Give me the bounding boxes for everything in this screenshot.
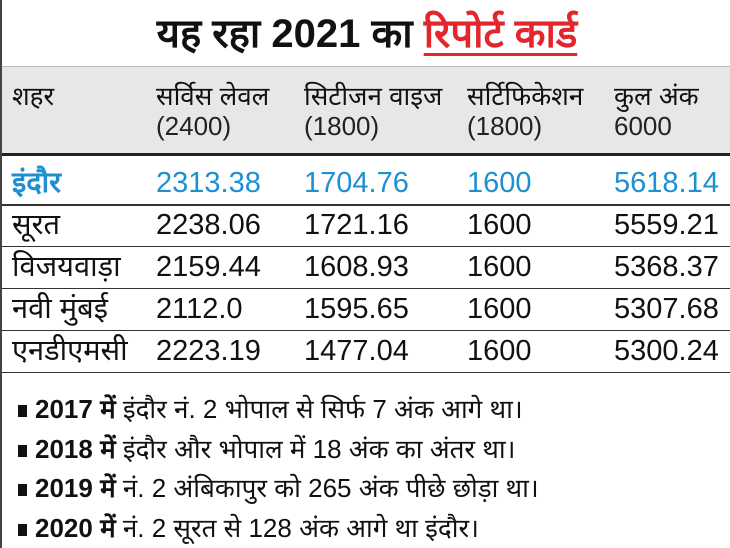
note-item: 2018 में इंदौर और भोपाल में 18 अंक का अं… xyxy=(18,430,539,470)
notes-list: 2017 में इंदौर नं. 2 भोपाल से सिर्फ 7 अं… xyxy=(18,390,539,548)
table-row: नवी मुंबई 2112.0 1595.65 1600 5307.68 xyxy=(2,288,730,331)
header-max: (1800) xyxy=(304,111,380,141)
table-row: एनडीएमसी 2223.19 1477.04 1600 5300.24 xyxy=(2,330,730,373)
cell-city: विजयवाड़ा xyxy=(12,251,121,283)
header-citizen-voice: सिटीजन वाइज (1800) xyxy=(304,81,442,141)
cell-city: नवी मुंबई xyxy=(12,293,108,325)
note-lead: 2017 में xyxy=(35,394,116,424)
table-row: इंदौर 2313.38 1704.76 1600 5618.14 xyxy=(2,162,730,206)
header-label: कुल अंक xyxy=(614,81,699,111)
note-text: नं. 2 अंबिकापुर को 265 अंक पीछे छोड़ा था… xyxy=(122,473,539,503)
note-text: नं. 2 सूरत से 128 अंक आगे था इंदौर। xyxy=(122,512,479,543)
cell-citizen-voice: 1477.04 xyxy=(304,335,409,367)
cell-citizen-voice: 1704.76 xyxy=(304,167,409,199)
page-title: यह रहा 2021 का रिपोर्ट कार्ड xyxy=(2,6,730,62)
cell-citizen-voice: 1608.93 xyxy=(304,251,409,283)
note-item: 2019 में नं. 2 अंबिकापुर को 265 अंक पीछे… xyxy=(18,469,539,509)
cell-service-level: 2223.19 xyxy=(156,335,261,367)
header-total: कुल अंक 6000 xyxy=(614,81,699,141)
cell-total: 5368.37 xyxy=(614,251,719,283)
header-max: (2400) xyxy=(156,111,232,141)
header-label: सर्टिफिकेशन xyxy=(467,81,584,111)
header-max: 6000 xyxy=(614,111,672,141)
cell-service-level: 2112.0 xyxy=(156,293,243,325)
header-certification: सर्टिफिकेशन (1800) xyxy=(467,81,583,141)
note-text: इंदौर नं. 2 भोपाल से सिर्फ 7 अंक आगे था। xyxy=(122,394,523,424)
note-lead: 2019 में xyxy=(35,473,116,503)
header-max: (1800) xyxy=(467,111,543,141)
cell-citizen-voice: 1721.16 xyxy=(304,209,409,241)
title-highlight: रिपोर्ट कार्ड xyxy=(423,12,578,56)
cell-service-level: 2238.06 xyxy=(156,209,261,241)
bullet-icon xyxy=(18,405,27,418)
bullet-icon xyxy=(18,484,27,497)
cell-certification: 1600 xyxy=(467,167,532,199)
note-lead: 2018 में xyxy=(35,433,116,464)
cell-service-level: 2159.44 xyxy=(156,251,261,283)
table-row: विजयवाड़ा 2159.44 1608.93 1600 5368.37 xyxy=(2,246,730,289)
cell-city: इंदौर xyxy=(12,167,62,199)
note-lead: 2020 में xyxy=(35,512,116,543)
table-header: शहर सर्विस लेवल (2400) सिटीजन वाइज (1800) … xyxy=(2,66,730,156)
bullet-icon xyxy=(18,444,27,457)
note-item: 2017 में इंदौर नं. 2 भोपाल से सिर्फ 7 अं… xyxy=(18,390,539,430)
cell-total: 5307.68 xyxy=(614,293,719,325)
cell-service-level: 2313.38 xyxy=(156,167,261,199)
cell-certification: 1600 xyxy=(467,335,532,367)
title-prefix: यह रहा 2021 का xyxy=(156,12,413,56)
note-item: 2020 में नं. 2 सूरत से 128 अंक आगे था इं… xyxy=(18,509,539,548)
cell-total: 5618.14 xyxy=(614,167,719,199)
header-city: शहर xyxy=(12,81,54,111)
cell-city: सूरत xyxy=(12,209,60,241)
cell-city: एनडीएमसी xyxy=(12,335,128,367)
cell-total: 5559.21 xyxy=(614,209,719,241)
header-label: सिटीजन वाइज xyxy=(304,81,443,111)
note-text: इंदौर और भोपाल में 18 अंक का अंतर था। xyxy=(122,433,516,464)
cell-certification: 1600 xyxy=(467,209,532,241)
cell-citizen-voice: 1595.65 xyxy=(304,293,409,325)
table-row: सूरत 2238.06 1721.16 1600 5559.21 xyxy=(2,204,730,247)
cell-certification: 1600 xyxy=(467,293,532,325)
bullet-icon xyxy=(18,523,27,536)
cell-certification: 1600 xyxy=(467,251,532,283)
header-label: सर्विस लेवल xyxy=(156,81,270,111)
header-service-level: सर्विस लेवल (2400) xyxy=(156,81,269,141)
header-label: शहर xyxy=(12,81,55,111)
cell-total: 5300.24 xyxy=(614,335,719,367)
